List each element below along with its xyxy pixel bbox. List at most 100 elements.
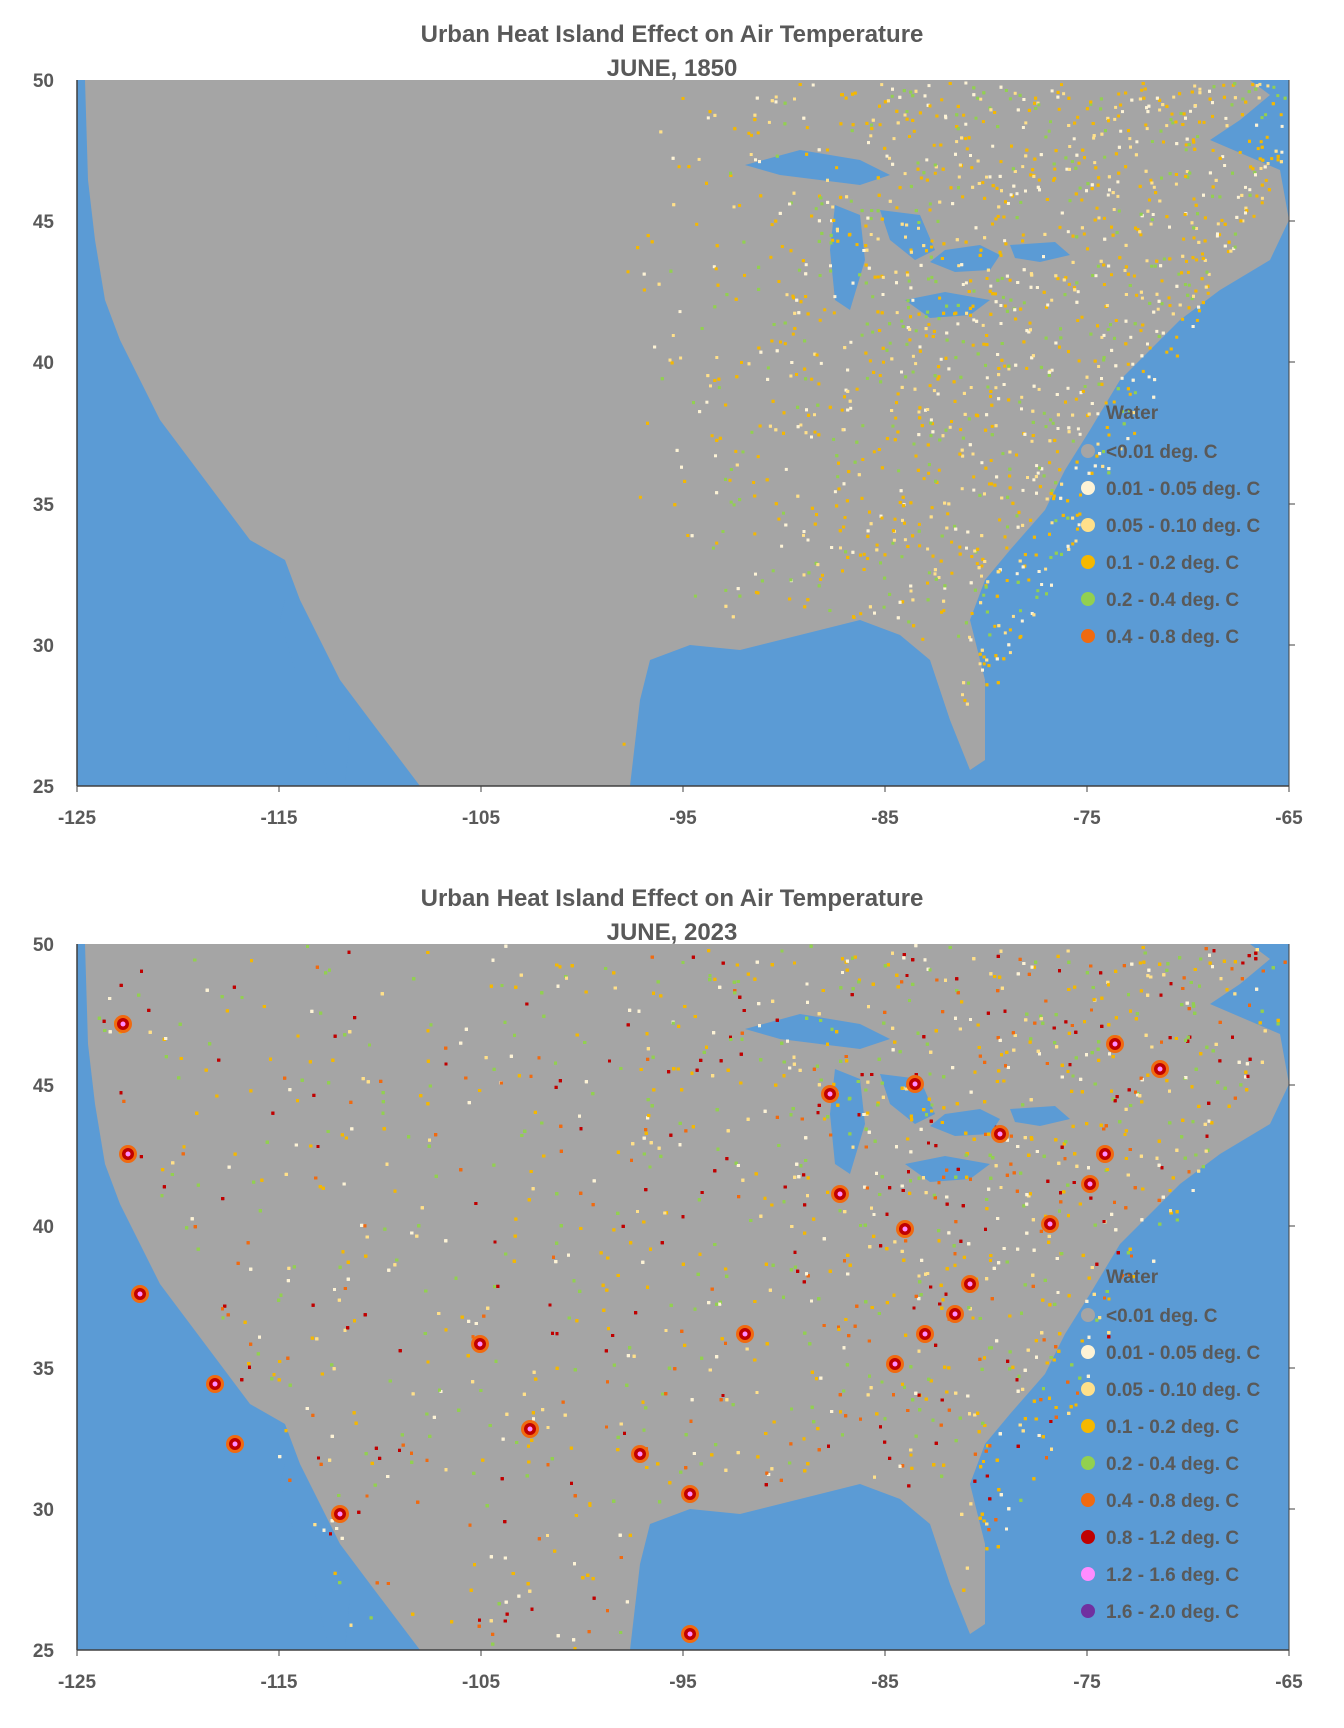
heat-cell <box>842 525 846 529</box>
heat-cell <box>816 403 820 407</box>
heat-cell <box>988 289 992 293</box>
heat-cell <box>1103 155 1107 159</box>
heat-cell <box>1149 222 1153 226</box>
heat-cell <box>930 245 934 249</box>
heat-cell <box>1144 123 1148 127</box>
heat-cell <box>1152 310 1156 314</box>
heat-cell <box>999 253 1003 257</box>
heat-cell <box>1111 191 1115 195</box>
heat-cell <box>936 392 940 396</box>
heat-cell <box>1094 166 1098 170</box>
heat-cell <box>969 386 973 389</box>
heat-cell <box>626 270 630 274</box>
heat-cell <box>1267 188 1271 192</box>
heat-cell <box>1216 232 1219 236</box>
heat-cell <box>671 156 675 160</box>
heat-cell <box>1024 121 1028 125</box>
heat-cell <box>1260 183 1264 187</box>
heat-cell <box>965 147 969 151</box>
heat-cell <box>757 346 761 350</box>
heat-cell <box>1094 274 1098 278</box>
heat-cell <box>939 143 943 147</box>
heat-cell <box>858 273 862 277</box>
heat-cell <box>1020 395 1024 399</box>
heat-cell <box>1186 293 1190 297</box>
heat-cell <box>850 129 854 133</box>
heat-cell <box>753 532 757 536</box>
heat-cell <box>818 318 822 322</box>
heat-cell <box>1000 276 1004 280</box>
heat-cell <box>1145 106 1148 110</box>
heat-cell <box>985 658 989 662</box>
heat-cell <box>1077 523 1081 527</box>
heat-cell <box>1146 209 1150 213</box>
heat-cell <box>1138 97 1142 101</box>
heat-cell <box>1231 171 1234 175</box>
heat-cell <box>668 358 672 362</box>
heat-cell <box>958 452 962 456</box>
heat-cell <box>1184 143 1188 147</box>
heat-cell <box>804 377 808 381</box>
heat-cell <box>817 433 821 437</box>
heat-cell <box>953 399 957 403</box>
heat-cell <box>1136 228 1140 232</box>
heat-cell <box>831 238 835 242</box>
heat-cell <box>997 367 1001 370</box>
heat-cell <box>1045 592 1048 596</box>
heat-cell <box>902 89 906 93</box>
heat-cell <box>1260 196 1264 200</box>
heat-cell <box>983 236 987 240</box>
heat-cell <box>750 133 753 137</box>
heat-cell <box>1100 377 1103 380</box>
heat-cell <box>1086 247 1089 251</box>
heat-cell <box>970 612 974 615</box>
heat-cell <box>1108 188 1111 192</box>
heat-cell <box>1099 107 1103 111</box>
heat-cell <box>823 308 827 312</box>
heat-cell <box>1099 97 1103 101</box>
heat-cell <box>793 97 796 101</box>
heat-cell <box>1099 259 1103 263</box>
heat-cell <box>798 83 802 86</box>
heat-cell <box>805 152 809 156</box>
heat-cell <box>989 390 993 393</box>
heat-cell <box>759 194 763 198</box>
x-tick-label: -115 <box>261 808 298 829</box>
heat-cell <box>1155 292 1159 296</box>
heat-cell <box>1244 211 1247 215</box>
heat-cell <box>1091 274 1095 277</box>
heat-cell <box>1212 85 1216 89</box>
heat-cell <box>797 268 801 272</box>
heat-cell <box>1074 166 1078 170</box>
heat-cell <box>789 249 793 253</box>
heat-cell <box>865 322 869 326</box>
heat-cell <box>653 345 657 349</box>
heat-cell <box>885 154 889 158</box>
heat-cell <box>907 620 911 624</box>
heat-cell <box>715 541 719 545</box>
heat-cell <box>670 361 674 365</box>
heat-cell <box>790 361 794 364</box>
heat-cell <box>995 657 999 661</box>
heat-cell <box>733 127 737 131</box>
heat-cell <box>958 552 962 556</box>
heat-cell <box>1261 158 1265 162</box>
heat-cell <box>1119 129 1123 133</box>
heat-cell <box>876 237 880 241</box>
heat-cell <box>956 104 960 108</box>
heat-cell <box>896 616 900 620</box>
heat-cell <box>877 193 881 197</box>
heat-cell <box>1129 145 1132 149</box>
heat-cell <box>1263 165 1267 169</box>
heat-cell <box>1140 296 1144 300</box>
heat-cell <box>981 323 985 327</box>
heat-cell <box>911 598 915 602</box>
heat-cell <box>982 655 986 659</box>
legend-label: 0.1 - 0.2 deg. C <box>1106 553 1239 574</box>
heat-cell <box>1050 521 1054 525</box>
heat-cell <box>708 110 712 114</box>
heat-cell <box>960 136 964 140</box>
heat-cell <box>1013 308 1017 312</box>
heat-cell <box>876 209 880 213</box>
heat-cell <box>925 249 928 253</box>
